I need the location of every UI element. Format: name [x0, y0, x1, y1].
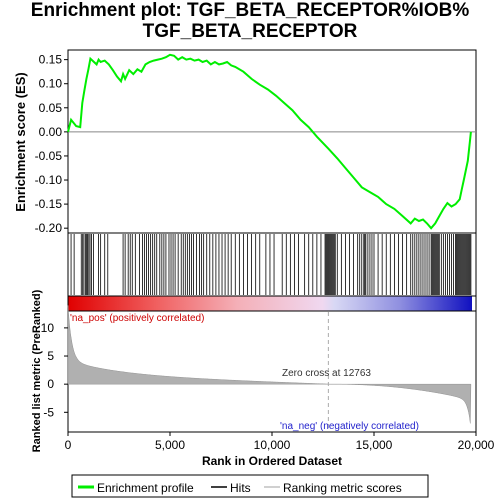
metric-ytick-label: 5	[47, 349, 54, 363]
es-ytick-label: 0.00	[39, 125, 63, 139]
es-ytick-label: -0.10	[35, 173, 63, 187]
xtick-label: 15,000	[356, 438, 393, 452]
xlabel: Rank in Ordered Dataset	[202, 454, 342, 468]
metric-ytick-label: -5	[43, 405, 54, 419]
legend-label-hits: Hits	[230, 481, 251, 495]
es-ytick-label: -0.15	[35, 197, 63, 211]
chart-title-line2: TGF_BETA_RECEPTOR	[142, 21, 358, 42]
es-ytick-label: -0.05	[35, 149, 63, 163]
xtick-label: 20,000	[458, 438, 495, 452]
xtick-label: 5,000	[155, 438, 185, 452]
es-ytick-label: 0.05	[39, 101, 63, 115]
es-ytick-label: -0.20	[35, 221, 63, 235]
xtick-label: 10,000	[254, 438, 291, 452]
neg-label: 'na_neg' (negatively correlated)	[280, 421, 419, 432]
legend: Enrichment profile Hits Ranking metric s…	[71, 474, 429, 498]
metric-ytick-label: 0	[47, 377, 54, 391]
metric-panel-frame	[67, 310, 477, 433]
es-ytick-label: 0.10	[39, 77, 63, 91]
es-ytick-label: 0.15	[39, 53, 63, 67]
ranking-metric-area	[67, 305, 472, 424]
xtick-label: 0	[65, 438, 72, 452]
legend-frame	[71, 474, 429, 498]
legend-label-enrichment: Enrichment profile	[97, 481, 194, 495]
es-ylabel: Enrichment score (ES)	[13, 72, 28, 211]
es-panel-frame	[67, 49, 477, 234]
metric-ylabel: Ranked list metric (PreRanked)	[31, 289, 43, 452]
zero-cross-label: Zero cross at 12763	[282, 368, 371, 379]
legend-label-metric: Ranking metric scores	[283, 481, 402, 495]
chart-title-line1: Enrichment plot: TGF_BETA_RECEPTOR%IOB%	[30, 0, 470, 21]
metric-ytick-label: 10	[41, 321, 55, 335]
enrichment-profile-line	[67, 53, 472, 230]
chart-title: Enrichment plot: TGF_BETA_RECEPTOR%IOB% …	[0, 0, 500, 42]
rank-color-bar	[68, 296, 472, 311]
pos-label: 'na_pos' (positively correlated)	[70, 313, 204, 324]
